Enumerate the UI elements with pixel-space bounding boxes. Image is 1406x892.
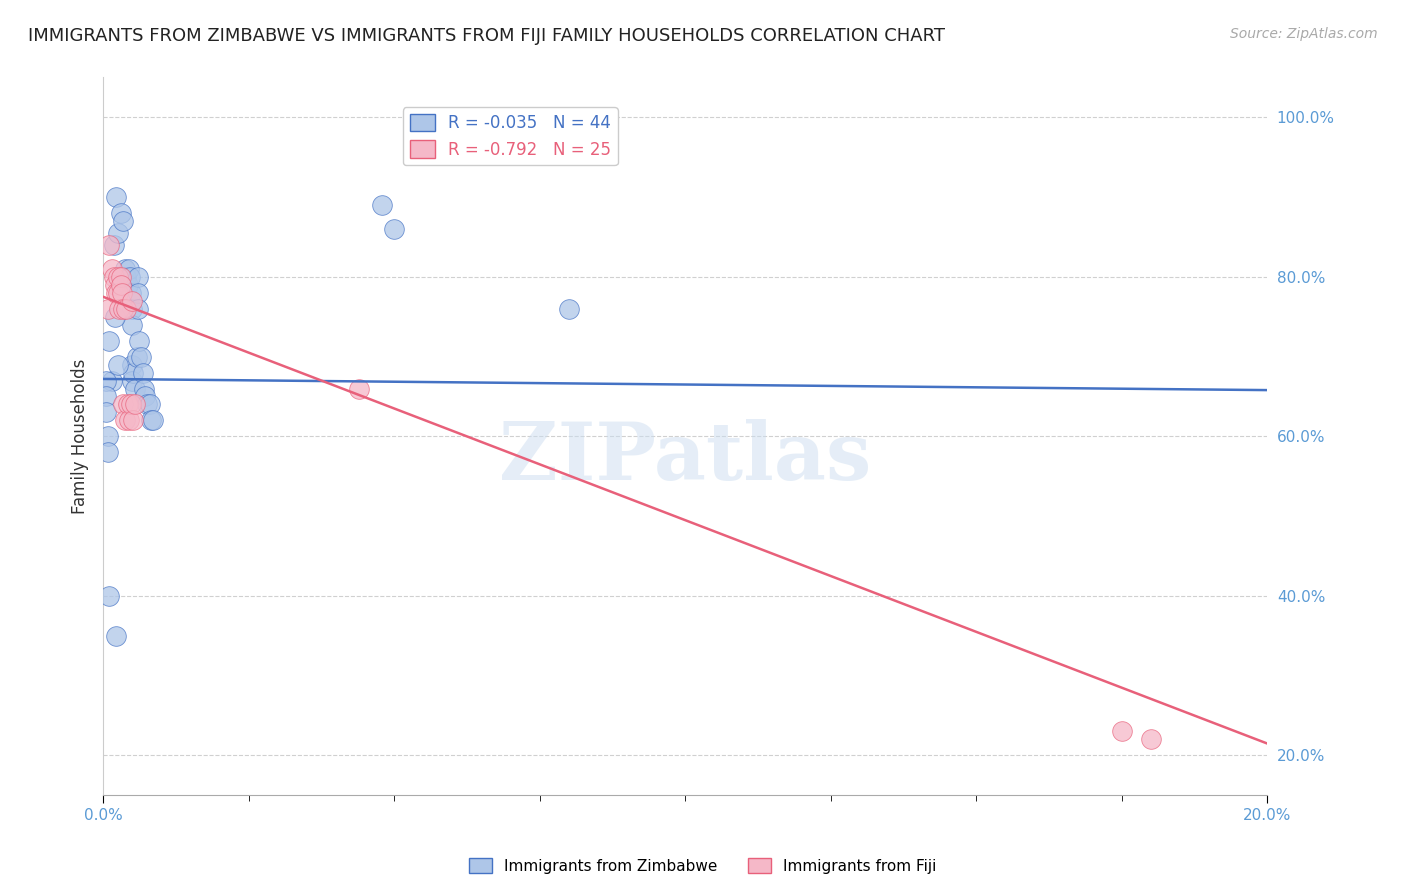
Legend: Immigrants from Zimbabwe, Immigrants from Fiji: Immigrants from Zimbabwe, Immigrants fro… (463, 852, 943, 880)
Point (107, 358, 129, 372)
Point (127, 301, 149, 316)
Point (107, 269, 129, 284)
Point (122, 413, 145, 427)
Point (112, 397, 135, 411)
Text: Source: ZipAtlas.com: Source: ZipAtlas.com (1230, 27, 1378, 41)
Point (111, 285, 134, 300)
Point (97, 301, 120, 316)
Point (121, 374, 143, 388)
Point (115, 301, 138, 316)
Point (131, 366, 153, 380)
Point (142, 413, 165, 427)
Point (103, 238, 125, 252)
Point (94, 405, 117, 419)
Point (347, 382, 370, 396)
Point (117, 277, 139, 292)
Point (121, 318, 143, 332)
Point (128, 334, 150, 348)
Point (122, 366, 145, 380)
Point (112, 301, 135, 316)
Point (121, 301, 143, 316)
Point (138, 397, 160, 411)
Point (124, 397, 146, 411)
Point (135, 397, 157, 411)
Point (134, 389, 156, 403)
Point (118, 261, 141, 276)
Point (110, 269, 132, 284)
Point (101, 374, 124, 388)
Text: ZIPatlas: ZIPatlas (499, 419, 872, 497)
Point (115, 269, 138, 284)
Point (94, 374, 117, 388)
Point (110, 277, 132, 292)
Point (103, 269, 125, 284)
Point (104, 629, 127, 643)
Point (97, 238, 120, 252)
Point (139, 413, 162, 427)
Y-axis label: Family Households: Family Households (72, 359, 89, 514)
Point (107, 226, 129, 240)
Text: IMMIGRANTS FROM ZIMBABWE VS IMMIGRANTS FROM FIJI FAMILY HOUSEHOLDS CORRELATION C: IMMIGRANTS FROM ZIMBABWE VS IMMIGRANTS F… (28, 27, 945, 45)
Point (110, 206, 132, 220)
Point (101, 261, 124, 276)
Point (127, 269, 149, 284)
Point (557, 301, 579, 316)
Point (108, 301, 131, 316)
Point (104, 285, 127, 300)
Point (1111, 724, 1133, 739)
Point (97, 334, 120, 348)
Point (97, 589, 120, 603)
Point (107, 285, 129, 300)
Point (121, 293, 143, 308)
Point (127, 285, 149, 300)
Point (121, 358, 143, 372)
Point (371, 198, 394, 212)
Point (104, 310, 127, 324)
Point (382, 222, 405, 236)
Point (112, 214, 135, 228)
Legend: R = -0.035   N = 44, R = -0.792   N = 25: R = -0.035 N = 44, R = -0.792 N = 25 (404, 107, 617, 165)
Point (97, 445, 120, 459)
Point (104, 277, 127, 292)
Point (120, 397, 142, 411)
Point (129, 350, 152, 364)
Point (1139, 732, 1161, 747)
Point (125, 350, 148, 364)
Point (97, 429, 120, 443)
Point (94, 389, 117, 403)
Point (114, 261, 136, 276)
Point (132, 382, 155, 396)
Point (114, 413, 136, 427)
Point (117, 397, 139, 411)
Point (124, 382, 146, 396)
Point (120, 285, 142, 300)
Point (118, 413, 141, 427)
Point (104, 190, 127, 204)
Point (118, 269, 141, 284)
